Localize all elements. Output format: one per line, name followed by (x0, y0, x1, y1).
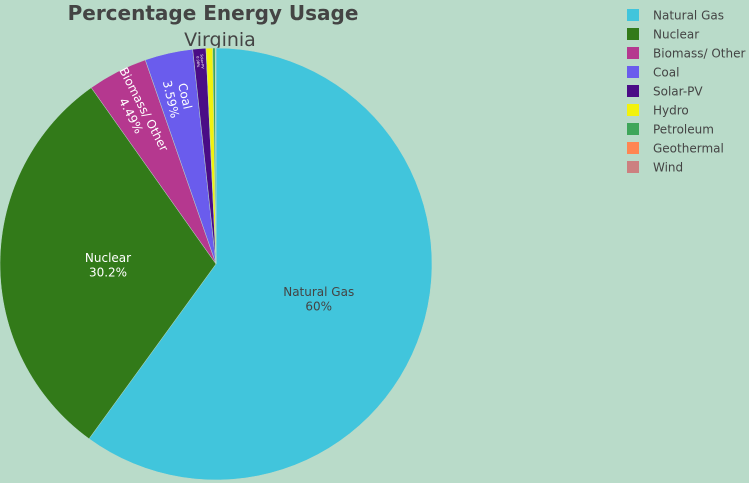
legend-swatch-geothermal (627, 142, 639, 154)
legend-label-solar-pv: Solar-PV (653, 85, 703, 99)
slice-label-natural-gas: Natural Gas 60% (283, 285, 354, 313)
legend: Natural Gas Nuclear Biomass/ Other Coal Sola… (627, 9, 745, 175)
legend-label-natural-gas: Natural Gas (653, 9, 724, 23)
legend-label-coal: Coal (653, 66, 679, 80)
legend-swatch-nuclear (627, 28, 639, 40)
pie-slice-natural-gas (88, 47, 433, 481)
legend-label-geothermal: Geothermal (653, 142, 724, 156)
pie-slices (0, 47, 433, 481)
legend-label-hydro: Hydro (653, 104, 689, 118)
legend-item-hydro[interactable]: Hydro (627, 104, 689, 118)
legend-label-wind: Wind (653, 161, 683, 175)
legend-item-wind[interactable]: Wind (627, 161, 683, 175)
legend-label-biomass-other: Biomass/ Other (653, 47, 745, 61)
legend-label-nuclear: Nuclear (653, 28, 699, 42)
legend-swatch-biomass-other (627, 47, 639, 59)
legend-swatch-wind (627, 161, 639, 173)
slice-label-nuclear: Nuclear 30.2% (85, 251, 131, 279)
legend-item-natural-gas[interactable]: Natural Gas (627, 9, 724, 23)
pie-slice-nuclear (0, 87, 217, 440)
legend-swatch-hydro (627, 104, 639, 116)
legend-item-coal[interactable]: Coal (627, 66, 679, 80)
chart-title: Percentage Energy Usage (68, 1, 359, 25)
legend-item-geothermal[interactable]: Geothermal (627, 142, 724, 156)
legend-swatch-natural-gas (627, 9, 639, 21)
legend-label-petroleum: Petroleum (653, 123, 714, 137)
chart-subtitle: Virginia (184, 29, 256, 51)
legend-item-biomass-other[interactable]: Biomass/ Other (627, 47, 745, 61)
legend-swatch-solar-pv (627, 85, 639, 97)
legend-item-nuclear[interactable]: Nuclear (627, 28, 699, 42)
legend-swatch-coal (627, 66, 639, 78)
legend-swatch-petroleum (627, 123, 639, 135)
slice-label-solar-pv: Solar-PV0.98% (195, 54, 204, 70)
legend-item-petroleum[interactable]: Petroleum (627, 123, 714, 137)
legend-item-solar-pv[interactable]: Solar-PV (627, 85, 703, 99)
